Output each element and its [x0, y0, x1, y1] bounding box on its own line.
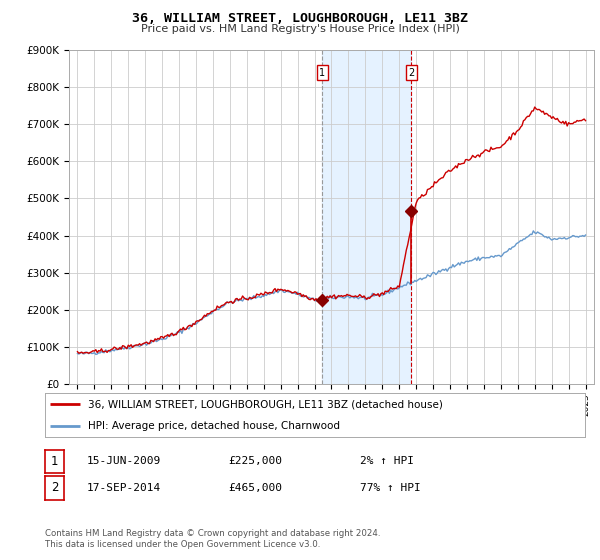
- Text: 2: 2: [408, 68, 415, 78]
- Text: 1: 1: [319, 68, 325, 78]
- Text: 36, WILLIAM STREET, LOUGHBOROUGH, LE11 3BZ (detached house): 36, WILLIAM STREET, LOUGHBOROUGH, LE11 3…: [88, 399, 443, 409]
- Text: Price paid vs. HM Land Registry's House Price Index (HPI): Price paid vs. HM Land Registry's House …: [140, 24, 460, 34]
- Text: HPI: Average price, detached house, Charnwood: HPI: Average price, detached house, Char…: [88, 421, 340, 431]
- Text: 36, WILLIAM STREET, LOUGHBOROUGH, LE11 3BZ: 36, WILLIAM STREET, LOUGHBOROUGH, LE11 3…: [132, 12, 468, 25]
- Text: 1: 1: [51, 455, 58, 468]
- Text: Contains HM Land Registry data © Crown copyright and database right 2024.
This d: Contains HM Land Registry data © Crown c…: [45, 529, 380, 549]
- Text: 15-JUN-2009: 15-JUN-2009: [87, 456, 161, 466]
- Text: £225,000: £225,000: [228, 456, 282, 466]
- Text: 2% ↑ HPI: 2% ↑ HPI: [360, 456, 414, 466]
- Text: 17-SEP-2014: 17-SEP-2014: [87, 483, 161, 493]
- Bar: [322, 50, 411, 384]
- Text: 77% ↑ HPI: 77% ↑ HPI: [360, 483, 421, 493]
- Text: £465,000: £465,000: [228, 483, 282, 493]
- Text: 2: 2: [51, 481, 58, 494]
